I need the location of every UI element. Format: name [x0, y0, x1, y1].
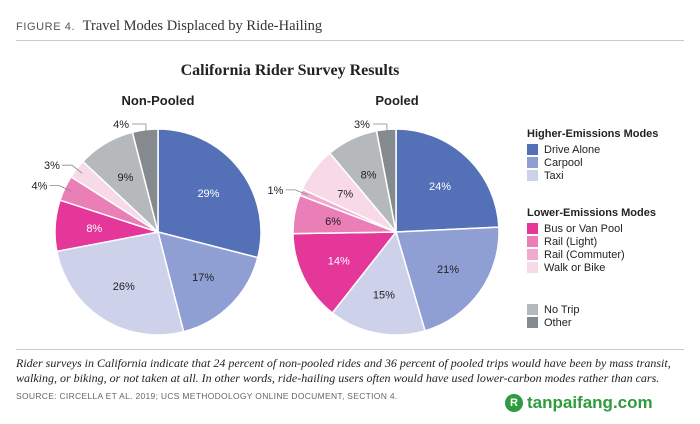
watermark-text: tanpaifang.com: [527, 393, 653, 412]
legend-swatch: [527, 223, 538, 234]
legend-item-drive-alone: Drive Alone: [527, 143, 600, 156]
legend-item-no-trip: No Trip: [527, 303, 579, 316]
legend-lower-title: Lower-Emissions Modes: [527, 207, 656, 219]
data-label-carpool: 17%: [192, 272, 214, 284]
chart-title-pooled: Pooled: [375, 93, 419, 108]
data-label-no-trip: 8%: [361, 169, 377, 181]
data-label-drive-alone: 29%: [197, 188, 219, 200]
legend-item-walk-or-bike: Walk or Bike: [527, 261, 605, 274]
leader-line-rail-commuter: [285, 189, 308, 196]
legend-item-rail-light: Rail (Light): [527, 235, 597, 248]
data-label-rail-light: 6%: [325, 216, 341, 228]
chart-main-title: California Rider Survey Results: [180, 62, 400, 79]
legend-label: Taxi: [544, 169, 564, 182]
watermark: R tanpaifang.com: [505, 393, 653, 413]
pie-slice-other: [375, 128, 397, 233]
legend-item-taxi: Taxi: [527, 169, 564, 182]
leader-line-walk-or-bike: [61, 164, 83, 174]
legend-swatch: [527, 304, 538, 315]
legend-swatch: [527, 144, 538, 155]
legend-label: Bus or Van Pool: [544, 222, 623, 235]
legend-swatch: [527, 236, 538, 247]
watermark-logo-icon: R: [505, 394, 523, 412]
legend-swatch: [527, 157, 538, 168]
legend-swatch: [527, 170, 538, 181]
data-label-taxi: 26%: [113, 281, 135, 293]
data-label-rail-light: 4%: [31, 181, 47, 193]
data-label-carpool: 21%: [437, 264, 459, 276]
pie-pooled: 24% 21% 15% 14% 6% 1% 7% 8% 3%: [268, 119, 500, 336]
pie-slice-bus-or-van-pool: [292, 231, 398, 315]
pie-non-pooled: 29% 17% 26% 8% 4% 3% 9% 4%: [31, 119, 262, 336]
legend-higher-title: Higher-Emissions Modes: [527, 128, 659, 140]
legend-swatch: [527, 249, 538, 260]
pie-charts: 29% 17% 26% 8% 4% 3% 9% 4% 24% 21% 15% 14% 6% 1% 7% 8% 3…: [31, 119, 500, 336]
leader-line-rail-light: [49, 185, 72, 192]
legend-swatch: [527, 262, 538, 273]
legend-swatch: [527, 317, 538, 328]
legend-label: Other: [544, 316, 572, 329]
legend-label: Rail (Commuter): [544, 248, 625, 261]
pie-slice-taxi: [55, 231, 185, 336]
caption-divider: [16, 349, 684, 350]
legend-item-bus-or-van-pool: Bus or Van Pool: [527, 222, 623, 235]
data-label-drive-alone: 24%: [429, 181, 451, 193]
pie-slice-carpool: [156, 230, 259, 333]
legend-label: Carpool: [544, 156, 583, 169]
chart-title-non-pooled: Non-Pooled: [121, 93, 195, 108]
data-label-bus-or-van-pool: 14%: [328, 255, 350, 267]
data-label-other: 3%: [354, 119, 370, 131]
legend-item-other: Other: [527, 316, 572, 329]
legend-label: No Trip: [544, 303, 580, 316]
figure-caption: Rider surveys in California indicate tha…: [16, 356, 671, 385]
data-label-walk-or-bike: 7%: [337, 188, 353, 200]
legend-label: Walk or Bike: [544, 261, 606, 274]
pie-slice-drive-alone: [157, 128, 262, 259]
legend-label: Rail (Light): [544, 235, 598, 248]
pie-slice-other: [131, 128, 159, 233]
figure-source: SOURCE: CIRCELLA ET AL. 2019; UCS METHOD…: [16, 391, 398, 401]
legend-label: Drive Alone: [544, 143, 601, 156]
data-label-rail-commuter: 1%: [268, 185, 284, 197]
legend-item-carpool: Carpool: [527, 156, 583, 169]
data-label-other: 4%: [113, 119, 129, 131]
data-label-walk-or-bike: 3%: [44, 160, 60, 172]
pie-slice-taxi: [331, 230, 426, 336]
data-label-taxi: 15%: [373, 290, 395, 302]
leader-line-other: [372, 123, 388, 137]
figure-header: FIGURE 4. Travel Modes Displaced by Ride…: [16, 17, 322, 35]
figure-title: Travel Modes Displaced by Ride-Hailing: [82, 18, 323, 34]
data-label-no-trip: 9%: [118, 172, 134, 184]
leader-line-other: [131, 123, 147, 137]
data-label-bus-or-van-pool: 8%: [86, 223, 102, 235]
pie-slice-carpool: [395, 226, 500, 332]
header-divider: [16, 40, 684, 41]
pie-slice-drive-alone: [395, 128, 500, 233]
legend-item-rail-commuter: Rail (Commuter): [527, 248, 625, 261]
figure-label: FIGURE 4.: [16, 21, 76, 33]
